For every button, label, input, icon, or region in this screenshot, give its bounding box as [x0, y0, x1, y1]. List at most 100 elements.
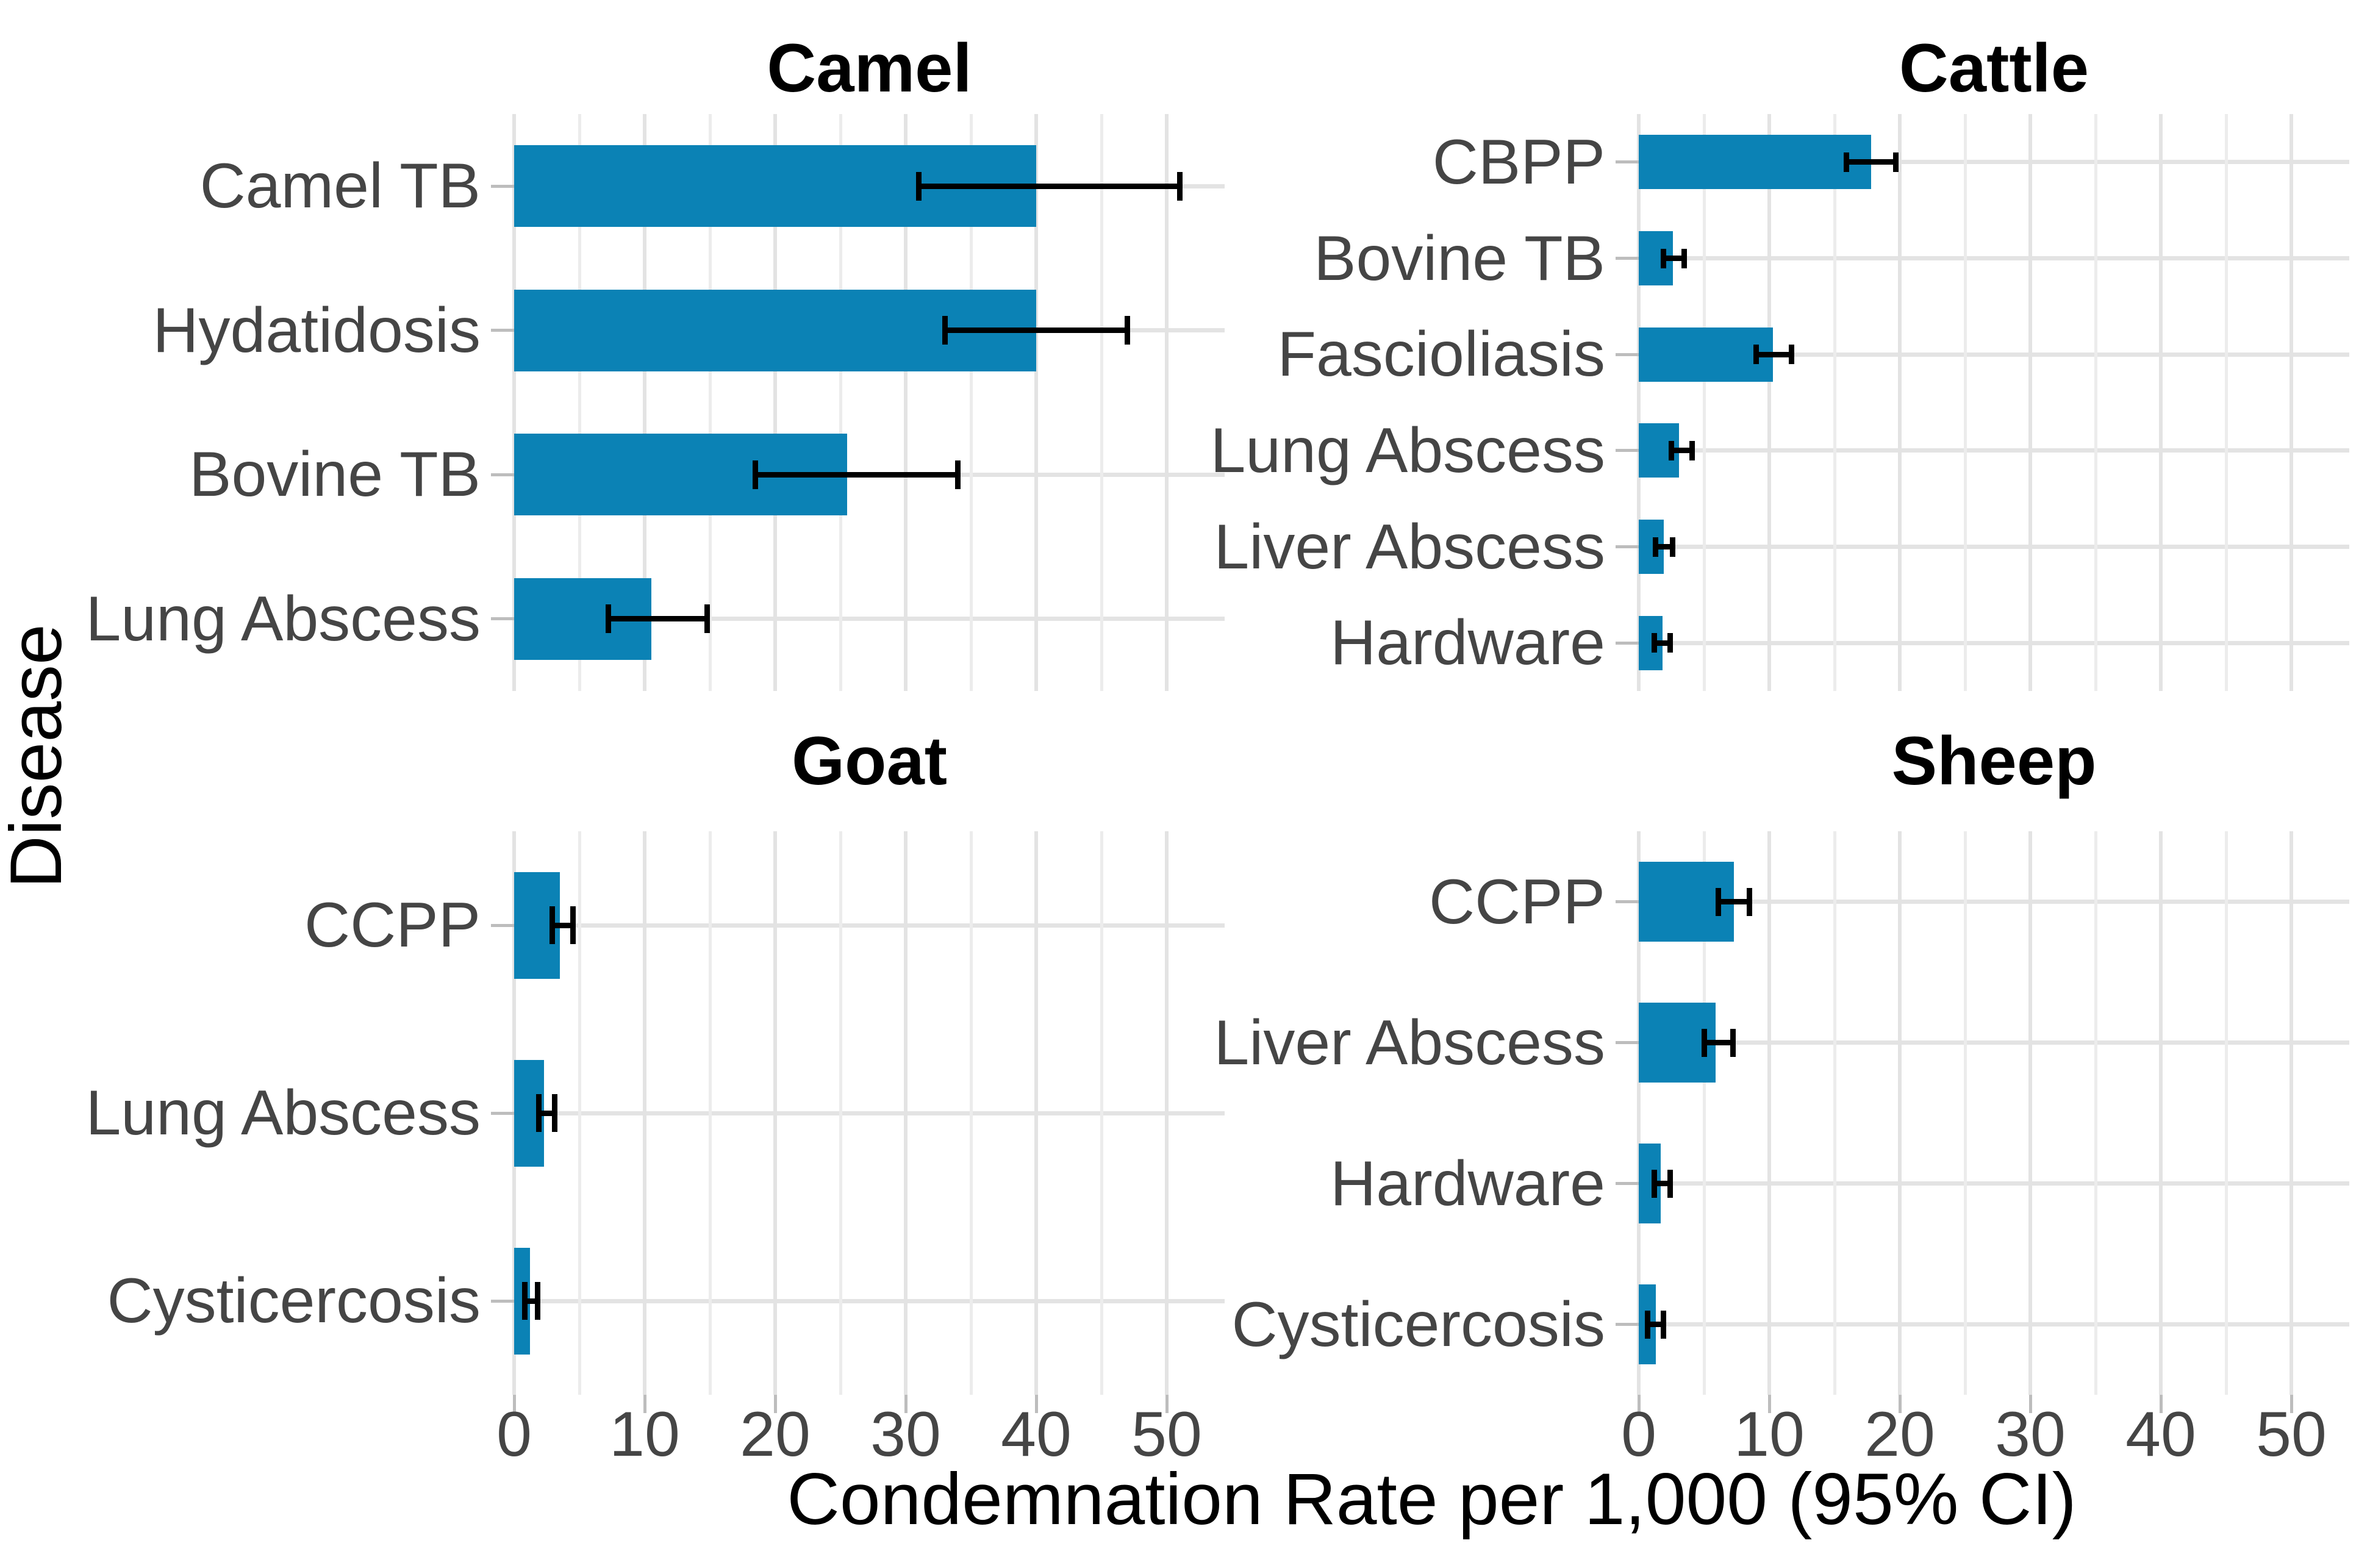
gridline-vertical-minor: [1833, 114, 1836, 691]
x-tick-label: 40: [1001, 1399, 1072, 1470]
x-tick-mark: [1165, 1395, 1169, 1413]
x-tick-label: 20: [740, 1399, 811, 1470]
x-tick-label: 10: [609, 1399, 680, 1470]
category-label: Fascioliasis: [1277, 319, 1605, 390]
x-tick-label: 0: [1621, 1399, 1656, 1470]
gridline-vertical-minor: [2094, 114, 2097, 691]
gridline-vertical-minor: [1964, 831, 1967, 1395]
error-bar-cap-high: [955, 460, 961, 489]
error-bar-line: [1656, 544, 1673, 550]
error-bar-cap-low: [1844, 152, 1849, 172]
error-bar-cap-low: [916, 172, 922, 201]
error-bar-line: [524, 1298, 537, 1304]
gridline-vertical-minor: [1100, 831, 1103, 1395]
error-bar-cap-low: [1652, 1170, 1657, 1198]
error-bar-cap-high: [1177, 172, 1183, 201]
gridline-horizontal: [1639, 900, 2349, 904]
gridline-vertical-major: [2289, 831, 2293, 1395]
x-tick-label: 50: [2256, 1399, 2327, 1470]
x-tick-label: 10: [1734, 1399, 1805, 1470]
gridline-vertical-major: [1637, 831, 1641, 1395]
error-bar-line: [918, 184, 1180, 189]
category-label: Camel TB: [199, 151, 481, 221]
error-bar-cap-high: [1667, 633, 1673, 653]
facet-title-goat: Goat: [791, 723, 948, 799]
error-bar-cap-low: [1753, 345, 1759, 364]
gridline-vertical-major: [904, 831, 908, 1395]
x-tick-mark: [1768, 1395, 1771, 1413]
category-label: Hardware: [1330, 1148, 1605, 1219]
category-label: Hydatidosis: [152, 295, 481, 366]
category-label: Hardware: [1330, 607, 1605, 678]
y-tick-mark: [1616, 1182, 1639, 1185]
gridline-horizontal: [1639, 256, 2349, 260]
gridline-vertical-major: [773, 114, 777, 691]
y-tick-mark: [491, 1112, 514, 1115]
gridline-vertical-minor: [1703, 831, 1706, 1395]
gridline-horizontal: [1639, 353, 2349, 357]
gridline-vertical-major: [2289, 114, 2293, 691]
error-bar-line: [1655, 1181, 1670, 1186]
error-bar-line: [608, 616, 707, 621]
y-tick-mark: [1616, 353, 1639, 356]
gridline-vertical-minor: [839, 831, 842, 1395]
y-tick-mark: [1616, 160, 1639, 163]
x-tick-mark: [1899, 1395, 1902, 1413]
error-bar-cap-high: [535, 1282, 540, 1320]
y-tick-mark: [491, 617, 514, 620]
gridline-vertical-major: [512, 114, 516, 691]
gridline-horizontal: [514, 617, 1225, 621]
y-tick-mark: [491, 185, 514, 188]
gridline-vertical-minor: [1964, 114, 1967, 691]
gridline-vertical-major: [1898, 114, 1902, 691]
category-label: Lung Abscess: [85, 1078, 481, 1148]
error-bar-line: [1648, 1322, 1664, 1327]
gridline-vertical-major: [1034, 114, 1038, 691]
x-axis-title: Condemnation Rate per 1,000 (95% CI): [787, 1458, 2077, 1540]
error-bar-cap-low: [1716, 888, 1721, 916]
error-bar-cap-high: [1670, 537, 1675, 557]
error-bar-cap-high: [1789, 345, 1794, 364]
gridline-vertical-minor: [1833, 831, 1836, 1395]
x-tick-label: 20: [1864, 1399, 1935, 1470]
gridline-vertical-minor: [709, 114, 712, 691]
category-label: Lung Abscess: [85, 584, 481, 654]
gridline-vertical-major: [2028, 831, 2032, 1395]
x-tick-label: 30: [870, 1399, 941, 1470]
error-bar-cap-high: [570, 906, 576, 944]
gridline-vertical-major: [643, 114, 646, 691]
error-bar-cap-low: [522, 1282, 528, 1320]
y-tick-mark: [1616, 900, 1639, 903]
error-bar-cap-high: [1667, 1170, 1673, 1198]
category-label: CBPP: [1432, 127, 1605, 198]
gridline-vertical-major: [2159, 114, 2163, 691]
gridline-vertical-minor: [970, 831, 973, 1395]
error-bar-cap-high: [1681, 249, 1687, 268]
error-bar-cap-low: [1702, 1029, 1707, 1057]
bar-fascioliasis: [1639, 328, 1773, 382]
x-tick-mark: [513, 1395, 516, 1413]
error-bar-cap-low: [606, 604, 611, 633]
gridline-vertical-minor: [970, 114, 973, 691]
gridline-vertical-major: [2028, 114, 2032, 691]
x-tick-label: 30: [1995, 1399, 2066, 1470]
category-label: CCPP: [304, 890, 481, 961]
gridline-vertical-major: [643, 831, 646, 1395]
category-label: CCPP: [1429, 867, 1605, 937]
gridline-vertical-major: [1767, 831, 1771, 1395]
y-tick-mark: [1616, 257, 1639, 260]
error-bar-line: [1756, 352, 1792, 357]
gridline-vertical-minor: [709, 831, 712, 1395]
x-tick-mark: [2290, 1395, 2293, 1413]
gridline-horizontal: [1639, 545, 2349, 549]
x-tick-label: 0: [496, 1399, 532, 1470]
y-tick-mark: [491, 473, 514, 476]
gridline-vertical-minor: [2225, 114, 2228, 691]
x-tick-mark: [1035, 1395, 1038, 1413]
gridline-vertical-major: [1165, 831, 1169, 1395]
error-bar-cap-low: [1653, 537, 1658, 557]
category-label: Bovine TB: [189, 439, 481, 510]
category-label: Bovine TB: [1314, 223, 1605, 294]
x-tick-mark: [774, 1395, 777, 1413]
